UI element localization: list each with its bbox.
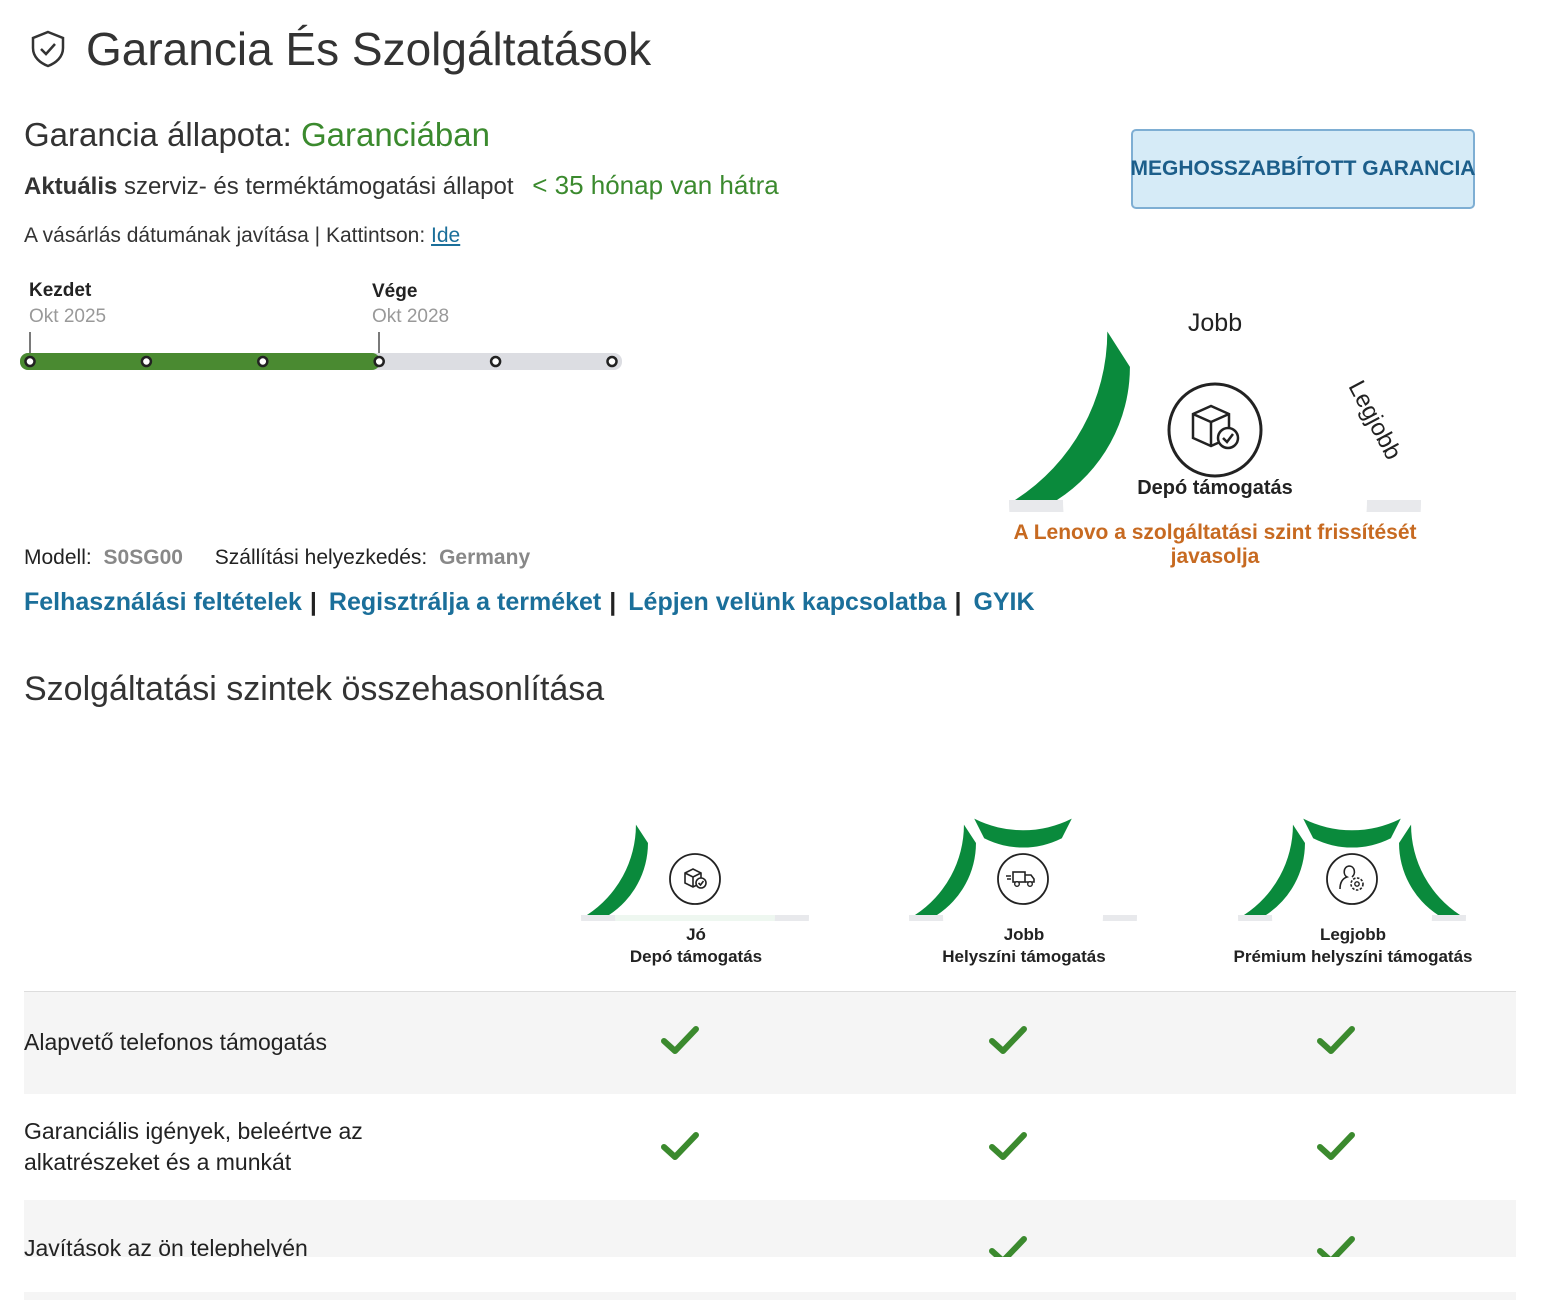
viewport-bottom-edge: [0, 1257, 1550, 1292]
gauge-segment-legjobb: [742, 824, 803, 915]
service-level-gauge: Jó Jobb Legjobb: [1009, 309, 1421, 512]
remaining-time: < 35 hónap van hátra: [532, 170, 779, 200]
model-value: S0SG00: [103, 546, 183, 569]
upgrade-recommendation-line1: A Lenovo a szolgáltatási szint frissítés…: [1013, 521, 1417, 544]
row-label: Javítások az ön telephelyén: [24, 1233, 308, 1264]
tier-desc: Prémium helyszíni támogatás: [1233, 947, 1473, 966]
link-contact[interactable]: Lépjen velünk kapcsolatba: [628, 588, 947, 616]
tier-name: Jobb: [1003, 925, 1045, 944]
current-service-level: Depó támogatás: [1137, 477, 1293, 499]
purchase-date-fix: A vásárlás dátumának javítása | Kattints…: [24, 224, 460, 248]
gauge-segment-jobb: [1303, 818, 1401, 848]
link-separator: |: [309, 588, 317, 616]
tier-gauge-legjobb: [1238, 818, 1466, 921]
package-check-icon: [1167, 382, 1263, 478]
link-separator: |: [609, 588, 617, 616]
check-icon: [1317, 1026, 1355, 1054]
gauge-segment-jobb: [974, 818, 1072, 848]
table-row: Alapvető telefonos támogatás: [24, 992, 1516, 1094]
tier-desc: Depó támogatás: [629, 947, 763, 966]
upgrade-recommendation-line2: javasolja: [1170, 545, 1260, 568]
gauge-track: [909, 915, 1137, 921]
check-icon: [661, 1026, 699, 1054]
gauge-segment-jo: [1244, 824, 1305, 915]
gauge-segment-jo: [1015, 331, 1130, 500]
person-gear-icon: [1326, 853, 1378, 905]
link-terms[interactable]: Felhasználási feltételek: [24, 588, 302, 616]
tier-name: Jó: [686, 925, 706, 944]
warranty-status-label: Garancia állapota:: [24, 116, 292, 153]
timeline-dot: [489, 355, 502, 368]
row-label: Garanciális igények, beleértve az alkatr…: [24, 1116, 363, 1178]
timeline-dot: [373, 355, 385, 368]
tier-gauge-jo: [581, 818, 809, 921]
gauge-label-jo: Jó: [1048, 375, 1085, 412]
gauge-track: [1009, 500, 1421, 512]
timeline-start-date: Okt 2025: [29, 306, 107, 327]
tier-desc: Helyszíni támogatás: [942, 947, 1106, 966]
timeline-dot: [140, 355, 153, 368]
purchase-date-fix-link[interactable]: Ide: [431, 224, 461, 247]
check-icon: [989, 1026, 1027, 1054]
purchase-date-fix-text: A vásárlás dátumának javítása | Kattints…: [24, 224, 426, 247]
link-register[interactable]: Regisztrálja a terméket: [328, 588, 602, 616]
timeline-dot: [257, 355, 269, 368]
check-icon: [989, 1132, 1027, 1160]
row-label-line2: alkatrészeket és a munkát: [24, 1149, 292, 1175]
table-divider: [24, 991, 1516, 992]
shield-check-icon: [31, 30, 65, 68]
package-check-icon: [669, 853, 721, 905]
timeline-dot: [606, 355, 618, 368]
tier-jo: Jó Depó támogatás: [546, 924, 846, 968]
gauge-segment-legjobb: [1399, 824, 1460, 915]
check-icon: [1317, 1132, 1355, 1160]
row-label-line1: Alapvető telefonos támogatás: [24, 1029, 328, 1055]
page-title: Garancia És Szolgáltatások: [86, 23, 652, 75]
gauge-segment-jo: [587, 824, 648, 915]
support-status-bold: Aktuális: [24, 173, 118, 200]
gauge-track: [581, 915, 809, 921]
row-label-line1: Javítások az ön telephelyén: [24, 1235, 308, 1261]
location-label: Szállítási helyezkedés:: [214, 546, 428, 569]
footer-links: Felhasználási feltételek | Regisztrálja a …: [24, 588, 1035, 617]
support-status: Aktuális szerviz- és terméktámogatási ál…: [24, 170, 779, 201]
link-faq[interactable]: GYIK: [973, 588, 1035, 616]
link-separator: |: [954, 588, 962, 616]
gauge-highlight: [607, 915, 783, 921]
warranty-status-value: Garanciában: [301, 116, 490, 153]
tier-name: Legjobb: [1319, 925, 1387, 944]
row-label-line1: Garanciális igények, beleértve az: [24, 1118, 363, 1144]
gauge-segment-jobb: [1122, 322, 1308, 378]
check-icon: [661, 1132, 699, 1160]
delivery-truck-icon: [997, 853, 1049, 905]
gauge-segment-jo: [915, 824, 976, 915]
product-info: Modell: S0SG00 Szállítási helyezkedés: G…: [24, 546, 530, 570]
timeline-dot: [24, 355, 36, 368]
tier-jobb: Jobb Helyszíni támogatás: [874, 924, 1174, 968]
comparison-title: Szolgáltatási szintek összehasonlítása: [24, 670, 605, 708]
support-status-text: szerviz- és terméktámogatási állapot: [124, 173, 514, 200]
timeline-end-label: Vége: [372, 281, 418, 302]
gauge-segment-jobb: [646, 818, 744, 848]
row-label: Alapvető telefonos támogatás: [24, 1027, 327, 1058]
timeline-progress: [20, 353, 380, 370]
model-label: Modell:: [24, 546, 92, 569]
gauge-label-jobb: Jobb: [1188, 309, 1242, 337]
warranty-timeline: [20, 332, 622, 370]
extended-warranty-button[interactable]: MEGHOSSZABBÍTOTT GARANCIA: [1131, 129, 1475, 209]
timeline-end-date: Okt 2028: [372, 306, 450, 327]
upgrade-recommendation: A Lenovo a szolgáltatási szint frissítés…: [980, 521, 1450, 569]
timeline-start-label: Kezdet: [29, 280, 92, 301]
tier-gauge-jobb: [909, 818, 1137, 921]
gauge-segment-legjobb: [1300, 331, 1415, 500]
warranty-status: Garancia állapota: Garanciában: [24, 116, 490, 154]
gauge-track: [1238, 915, 1466, 921]
gauge-segment-legjobb: [1070, 824, 1131, 915]
location-value: Germany: [439, 546, 531, 569]
table-row: Garanciális igények, beleértve az alkatr…: [24, 1094, 1516, 1200]
tier-legjobb: Legjobb Prémium helyszíni támogatás: [1203, 924, 1503, 968]
